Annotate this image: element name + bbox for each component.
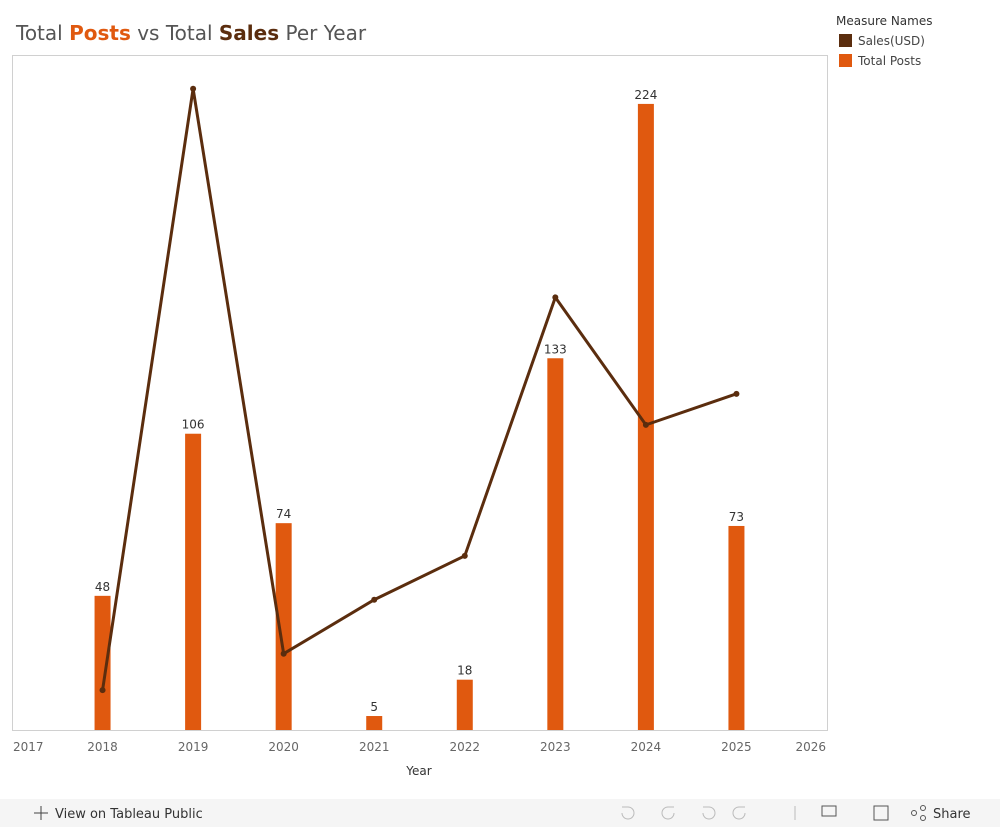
line — [101, 88, 737, 691]
x-tick-label: 2021 — [359, 740, 390, 754]
line-point — [280, 650, 287, 657]
legend-label: Total Posts — [857, 54, 921, 68]
bar-label: 73 — [729, 510, 744, 524]
share-button[interactable]: Share — [933, 807, 971, 822]
x-tick-label: 2026 — [795, 740, 826, 754]
x-tick-label: 2020 — [268, 740, 299, 754]
x-tick-label: 2018 — [87, 740, 118, 754]
title-part: vs Total — [131, 21, 219, 45]
legend-swatch — [839, 34, 852, 47]
legend-label: Sales(USD) — [858, 34, 925, 48]
toolbar — [0, 799, 1000, 827]
x-tick-label: 2024 — [631, 740, 662, 754]
plot-frame — [12, 55, 828, 731]
bar — [728, 525, 745, 730]
bar-label: 5 — [370, 700, 378, 714]
title-part: Per Year — [279, 21, 367, 45]
bar — [185, 433, 202, 730]
line-point — [371, 596, 378, 603]
bar — [456, 679, 473, 730]
toolbar-icons — [621, 805, 926, 821]
tableau-icon[interactable] — [34, 806, 48, 820]
bar-label: 74 — [276, 507, 291, 521]
bar — [547, 358, 564, 730]
line-point — [552, 294, 559, 301]
bar — [94, 595, 111, 730]
bar-label: 18 — [457, 664, 472, 678]
bar-label: 106 — [182, 418, 205, 432]
title-part: Total — [15, 21, 69, 45]
x-tick-label: 2023 — [540, 740, 571, 754]
title-part: Posts — [69, 21, 131, 45]
chart-title: Total Posts vs Total Sales Per Year — [15, 21, 367, 45]
x-tick-label: 2019 — [178, 740, 209, 754]
view-link[interactable]: View on Tableau Public — [55, 807, 203, 822]
line-point — [461, 552, 468, 559]
title-part: Sales — [219, 21, 279, 45]
bar-label: 133 — [544, 342, 567, 356]
x-axis-label: Year — [405, 764, 431, 778]
bar — [275, 523, 292, 730]
x-tick-label: 2017 — [13, 740, 44, 754]
x-tick-label: 2022 — [450, 740, 481, 754]
bar — [637, 103, 654, 731]
bar-label: 224 — [634, 88, 657, 102]
bar — [366, 716, 383, 730]
line-point — [733, 390, 740, 397]
line-point — [642, 421, 649, 428]
legend-swatch — [839, 54, 852, 67]
legend-title: Measure Names — [836, 14, 932, 28]
line-point — [190, 85, 197, 92]
line-point — [99, 687, 106, 694]
bar-label: 48 — [95, 580, 110, 594]
x-tick-label: 2025 — [721, 740, 752, 754]
